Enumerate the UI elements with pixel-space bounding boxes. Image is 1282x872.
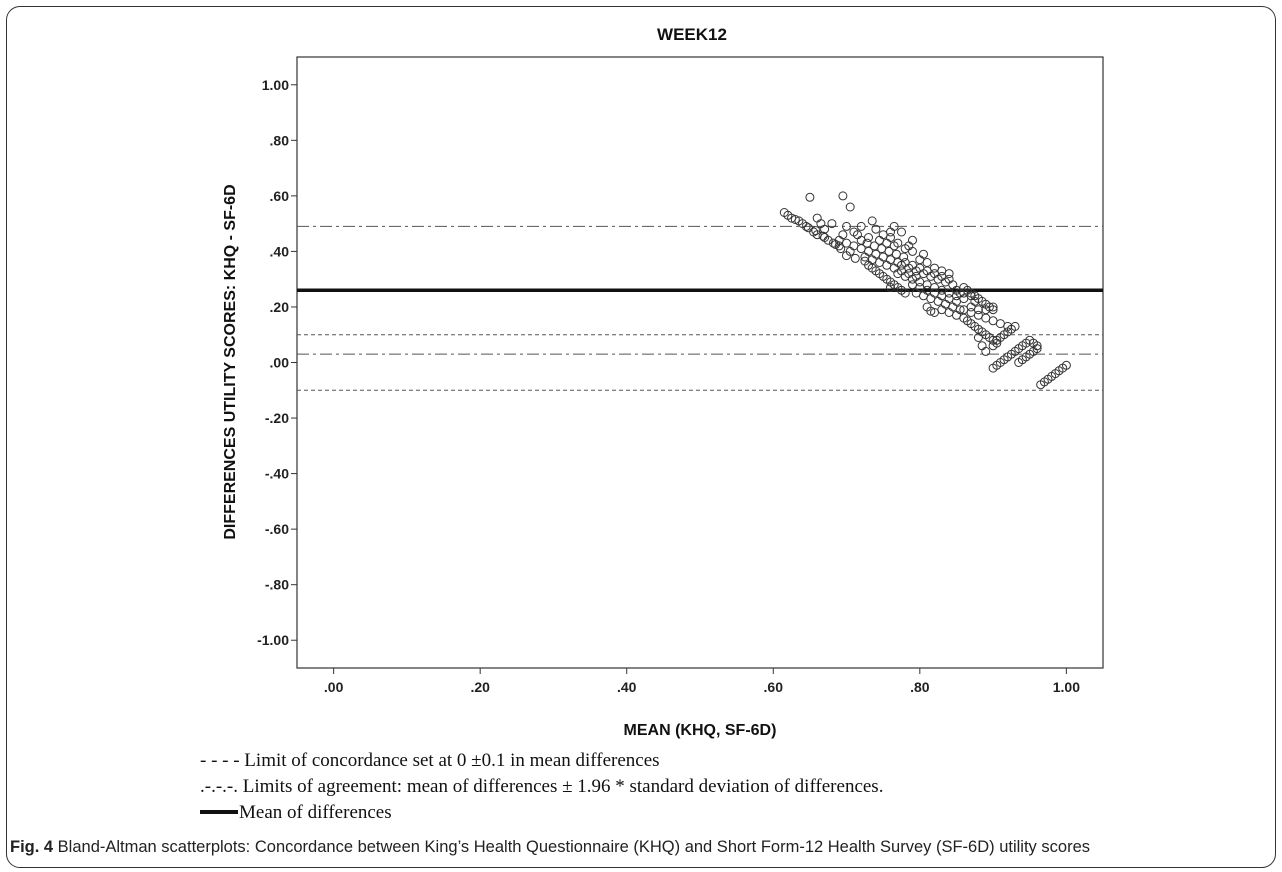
- data-point: [801, 221, 811, 231]
- x-axis-label: MEAN (KHQ, SF-6D): [624, 722, 777, 739]
- data-point: [944, 294, 954, 304]
- data-point: [981, 313, 991, 323]
- data-point: [838, 230, 848, 240]
- data-point: [842, 238, 851, 248]
- y-tick-label: -.60: [265, 521, 289, 537]
- x-tick-label: 1.00: [1053, 679, 1080, 695]
- legend-mean: Mean of differences: [200, 802, 392, 824]
- data-point: [882, 238, 892, 248]
- x-tick-label: .60: [764, 679, 784, 695]
- data-point: [838, 191, 848, 201]
- data-point: [981, 346, 991, 356]
- data-point: [897, 227, 906, 237]
- data-point: [816, 219, 826, 229]
- data-point: [900, 288, 910, 298]
- y-axis-label: DIFFERENCES UTILITY SCORES: KHQ - SF-6D: [222, 184, 239, 539]
- chart-title: WEEK12: [657, 25, 727, 44]
- data-point: [1010, 321, 1020, 331]
- y-tick-label: -.20: [265, 410, 289, 426]
- data-point: [811, 226, 821, 236]
- data-point: [944, 308, 954, 317]
- data-point: [948, 280, 958, 290]
- data-point: [805, 192, 815, 202]
- data-point: [926, 306, 936, 316]
- y-tick-label: .20: [270, 299, 290, 315]
- data-point: [864, 233, 873, 242]
- data-point: [944, 274, 954, 284]
- y-tick-label: .80: [270, 132, 290, 148]
- data-point: [849, 227, 859, 237]
- data-point: [827, 219, 837, 229]
- data-point: [948, 302, 958, 312]
- figure-label: Fig. 4: [10, 838, 54, 856]
- data-point: [988, 305, 998, 315]
- legend-agreement: .-.-.-. Limits of agreement: mean of dif…: [200, 776, 884, 797]
- y-tick-label: -.40: [265, 466, 289, 482]
- data-point: [919, 249, 928, 259]
- data-point: [966, 302, 976, 312]
- data-point: [886, 227, 895, 237]
- y-tick-label: .60: [270, 188, 290, 204]
- data-point: [871, 224, 881, 234]
- data-point: [988, 316, 998, 326]
- x-axis: .00 .20 .40 .60 .80 1.00: [324, 668, 1080, 695]
- data-point: [812, 213, 822, 223]
- data-point: [849, 241, 859, 251]
- data-point: [783, 210, 793, 220]
- data-point: [922, 258, 932, 267]
- y-tick-label: .40: [270, 243, 290, 259]
- data-point: [933, 296, 943, 306]
- data-point: [882, 260, 892, 270]
- data-point: [842, 251, 851, 261]
- x-tick-label: .40: [617, 679, 637, 695]
- data-point: [790, 215, 800, 224]
- x-tick-label: .80: [910, 679, 930, 695]
- data-point: [1032, 341, 1042, 351]
- scatter-points: [779, 191, 1071, 390]
- data-point: [908, 235, 917, 245]
- legend-concordance: - - - - Limit of concordance set at 0 ±0…: [200, 750, 660, 771]
- data-point: [908, 246, 917, 256]
- data-point: [836, 244, 846, 254]
- data-point: [850, 253, 860, 263]
- y-tick-label: .00: [270, 355, 290, 371]
- figure-caption: Fig. 4 Bland-Altman scatterplots: Concor…: [10, 838, 1090, 857]
- data-point: [856, 221, 866, 231]
- data-point: [828, 238, 838, 248]
- plot-area: [296, 56, 1104, 669]
- x-tick-label: .00: [324, 679, 344, 695]
- y-tick-label: 1.00: [262, 77, 289, 93]
- figure-frame: [6, 6, 1276, 868]
- mean-line-swatch: [200, 809, 238, 814]
- data-point: [867, 216, 877, 226]
- data-point: [842, 221, 851, 231]
- data-point: [973, 305, 983, 315]
- legend-mean-label: Mean of differences: [239, 802, 392, 823]
- y-tick-label: -.80: [265, 577, 289, 593]
- y-axis: 1.00 .80 .60 .40 .20 .00 -.20 -.40 -.60 -.80 -1.00: [257, 77, 297, 648]
- data-point: [889, 221, 899, 231]
- caption-text: Bland-Altman scatterplots: Concordance b…: [53, 838, 1090, 856]
- data-point: [977, 341, 987, 351]
- x-tick-label: .20: [470, 679, 490, 695]
- data-point: [845, 202, 855, 212]
- y-tick-label: -1.00: [257, 632, 289, 648]
- data-point: [886, 283, 895, 292]
- data-point: [1061, 360, 1071, 370]
- data-point: [899, 252, 909, 262]
- data-point: [952, 296, 961, 306]
- data-point: [893, 269, 903, 279]
- data-point: [889, 241, 899, 251]
- data-point: [973, 333, 983, 342]
